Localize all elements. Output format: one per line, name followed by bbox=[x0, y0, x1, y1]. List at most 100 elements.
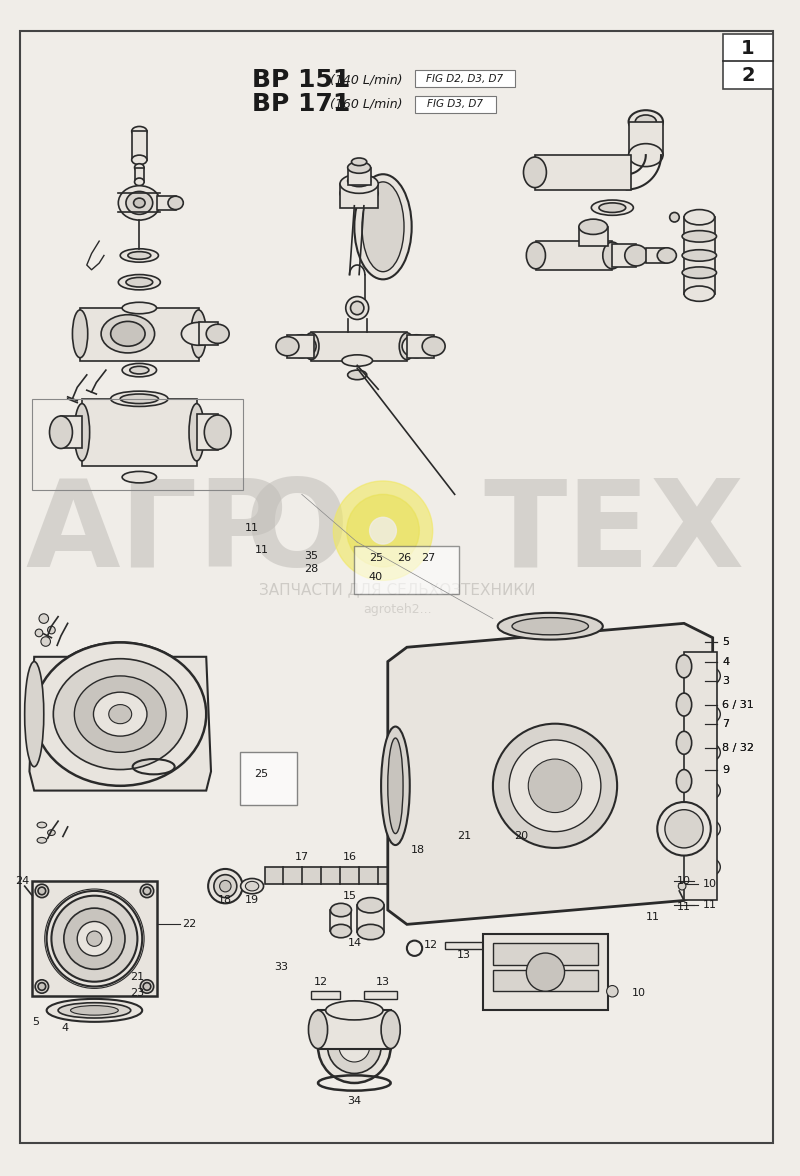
Ellipse shape bbox=[34, 642, 206, 786]
Bar bbox=[61, 416, 82, 448]
Ellipse shape bbox=[126, 192, 153, 214]
Ellipse shape bbox=[512, 617, 589, 635]
Text: 21: 21 bbox=[130, 971, 144, 982]
Text: 17: 17 bbox=[294, 853, 309, 862]
Ellipse shape bbox=[130, 366, 149, 374]
Ellipse shape bbox=[41, 636, 50, 647]
Ellipse shape bbox=[118, 186, 160, 220]
Text: 3: 3 bbox=[722, 676, 730, 686]
Text: 12: 12 bbox=[314, 977, 328, 987]
Ellipse shape bbox=[686, 817, 720, 841]
Text: 10: 10 bbox=[703, 880, 717, 889]
Bar bbox=[354, 546, 459, 594]
Text: 10: 10 bbox=[677, 876, 691, 887]
Ellipse shape bbox=[381, 727, 410, 846]
Ellipse shape bbox=[134, 163, 144, 172]
Ellipse shape bbox=[246, 881, 258, 891]
Ellipse shape bbox=[509, 863, 534, 888]
Bar bbox=[32, 881, 157, 996]
Bar bbox=[80, 308, 198, 361]
Text: 11: 11 bbox=[254, 544, 269, 555]
Ellipse shape bbox=[692, 783, 714, 799]
Ellipse shape bbox=[118, 274, 160, 289]
Ellipse shape bbox=[676, 731, 692, 754]
Text: 2: 2 bbox=[742, 66, 755, 86]
Bar bbox=[330, 910, 351, 931]
Ellipse shape bbox=[204, 415, 231, 449]
Ellipse shape bbox=[635, 115, 656, 128]
Text: 4: 4 bbox=[722, 656, 730, 667]
Ellipse shape bbox=[86, 931, 102, 947]
Ellipse shape bbox=[35, 629, 43, 636]
Text: 12: 12 bbox=[424, 941, 438, 950]
Text: 11: 11 bbox=[245, 523, 259, 533]
Bar bbox=[157, 196, 176, 209]
Ellipse shape bbox=[134, 178, 144, 186]
Ellipse shape bbox=[109, 704, 132, 723]
Bar bbox=[364, 991, 398, 998]
Text: FIG D3, D7: FIG D3, D7 bbox=[426, 100, 482, 109]
Ellipse shape bbox=[276, 336, 299, 356]
Bar bbox=[132, 132, 147, 160]
Ellipse shape bbox=[526, 242, 546, 269]
Ellipse shape bbox=[686, 664, 720, 688]
Bar bbox=[646, 248, 667, 263]
Text: ТЕХ: ТЕХ bbox=[483, 474, 745, 592]
Ellipse shape bbox=[122, 363, 157, 376]
Ellipse shape bbox=[132, 127, 147, 136]
Ellipse shape bbox=[122, 472, 157, 483]
Bar bbox=[340, 183, 378, 208]
Ellipse shape bbox=[101, 315, 154, 353]
Ellipse shape bbox=[51, 896, 138, 982]
Polygon shape bbox=[388, 623, 713, 924]
Text: 16: 16 bbox=[342, 853, 357, 862]
Ellipse shape bbox=[625, 245, 648, 266]
Ellipse shape bbox=[453, 864, 476, 887]
Ellipse shape bbox=[348, 175, 370, 187]
Ellipse shape bbox=[486, 849, 509, 902]
Ellipse shape bbox=[682, 249, 717, 261]
Text: 5: 5 bbox=[722, 637, 730, 648]
Text: 11: 11 bbox=[703, 901, 717, 910]
Bar bbox=[311, 991, 340, 998]
Bar bbox=[407, 335, 434, 358]
Ellipse shape bbox=[346, 296, 369, 320]
Ellipse shape bbox=[526, 953, 565, 991]
Ellipse shape bbox=[115, 647, 125, 657]
Ellipse shape bbox=[348, 162, 370, 173]
Ellipse shape bbox=[309, 1010, 327, 1049]
Text: 21: 21 bbox=[457, 831, 471, 842]
Ellipse shape bbox=[399, 333, 414, 360]
Ellipse shape bbox=[128, 252, 150, 259]
Text: 18: 18 bbox=[410, 844, 425, 855]
Ellipse shape bbox=[678, 882, 686, 890]
Ellipse shape bbox=[354, 174, 412, 280]
Bar bbox=[430, 849, 498, 902]
Bar bbox=[348, 167, 370, 185]
Text: 8 / 32: 8 / 32 bbox=[722, 742, 754, 753]
Ellipse shape bbox=[46, 998, 142, 1022]
Text: 33: 33 bbox=[274, 962, 288, 973]
Bar bbox=[483, 934, 607, 1010]
Ellipse shape bbox=[502, 856, 541, 895]
Ellipse shape bbox=[402, 335, 430, 358]
Ellipse shape bbox=[658, 248, 676, 263]
Text: 24: 24 bbox=[16, 876, 30, 887]
Bar bbox=[358, 906, 384, 933]
Ellipse shape bbox=[74, 403, 90, 461]
Ellipse shape bbox=[54, 659, 187, 769]
Bar bbox=[579, 227, 607, 246]
Text: 22: 22 bbox=[182, 920, 197, 929]
Text: 25: 25 bbox=[254, 769, 268, 780]
Text: 25: 25 bbox=[369, 554, 382, 563]
Ellipse shape bbox=[51, 679, 61, 688]
Circle shape bbox=[370, 517, 396, 544]
Ellipse shape bbox=[38, 983, 46, 990]
Ellipse shape bbox=[39, 614, 49, 623]
Ellipse shape bbox=[34, 642, 206, 786]
Bar bbox=[612, 243, 636, 267]
Ellipse shape bbox=[134, 198, 145, 208]
Ellipse shape bbox=[388, 739, 403, 834]
Ellipse shape bbox=[51, 741, 61, 750]
Text: 7: 7 bbox=[722, 719, 730, 729]
